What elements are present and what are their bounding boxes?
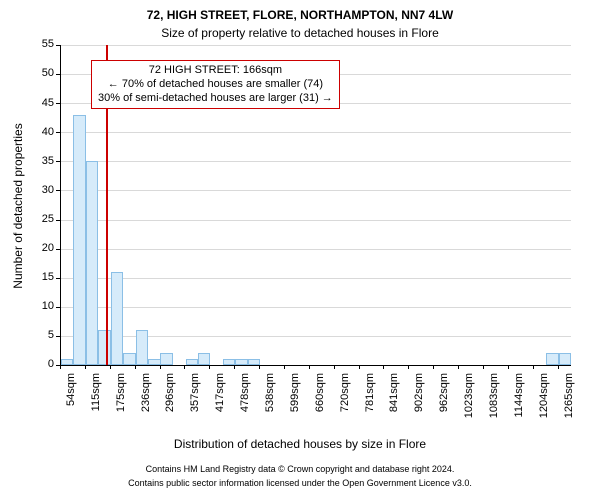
callout-line-2: ← 70% of detached houses are smaller (74… [98, 78, 333, 92]
x-tick-label: 1144sqm [513, 373, 525, 433]
x-tick-mark [234, 365, 235, 369]
page-title: 72, HIGH STREET, FLORE, NORTHAMPTON, NN7… [0, 8, 600, 22]
y-tick-mark [56, 190, 60, 191]
x-tick-label: 720sqm [339, 373, 351, 433]
y-tick-mark [56, 249, 60, 250]
x-tick-label: 660sqm [314, 373, 326, 433]
histogram-bar [123, 353, 135, 365]
x-tick-label: 175sqm [115, 373, 127, 433]
x-tick-mark [508, 365, 509, 369]
gridline [61, 190, 571, 191]
y-tick-label: 45 [24, 97, 54, 109]
x-tick-label: 962sqm [438, 373, 450, 433]
x-tick-mark [284, 365, 285, 369]
x-tick-label: 599sqm [289, 373, 301, 433]
y-tick-label: 15 [24, 271, 54, 283]
histogram-bar [198, 353, 210, 365]
histogram-bar [86, 161, 98, 365]
y-tick-label: 55 [24, 38, 54, 50]
gridline [61, 249, 571, 250]
x-tick-mark [558, 365, 559, 369]
x-axis-title: Distribution of detached houses by size … [0, 437, 600, 451]
x-tick-mark [383, 365, 384, 369]
y-axis-title: Number of detached properties [11, 46, 25, 366]
histogram-bar [98, 330, 110, 365]
x-tick-mark [160, 365, 161, 369]
y-tick-mark [56, 278, 60, 279]
property-callout: 72 HIGH STREET: 166sqm ← 70% of detached… [91, 60, 340, 109]
y-tick-mark [56, 74, 60, 75]
callout-line-3: 30% of semi-detached houses are larger (… [98, 92, 333, 106]
x-tick-mark [135, 365, 136, 369]
x-tick-label: 902sqm [413, 373, 425, 433]
x-tick-label: 1204sqm [538, 373, 550, 433]
histogram-bar [186, 359, 198, 365]
x-tick-label: 1023sqm [463, 373, 475, 433]
gridline [61, 220, 571, 221]
y-tick-label: 30 [24, 184, 54, 196]
x-tick-mark [408, 365, 409, 369]
y-tick-label: 10 [24, 300, 54, 312]
x-tick-mark [533, 365, 534, 369]
x-tick-mark [334, 365, 335, 369]
x-tick-label: 1265sqm [563, 373, 575, 433]
gridline [61, 278, 571, 279]
x-tick-mark [483, 365, 484, 369]
x-tick-mark [259, 365, 260, 369]
x-tick-label: 54sqm [65, 373, 77, 433]
y-tick-mark [56, 161, 60, 162]
y-tick-label: 0 [24, 358, 54, 370]
x-tick-mark [458, 365, 459, 369]
histogram-bar [235, 359, 247, 365]
y-tick-mark [56, 132, 60, 133]
x-tick-mark [110, 365, 111, 369]
x-tick-label: 538sqm [264, 373, 276, 433]
x-tick-label: 357sqm [189, 373, 201, 433]
x-tick-label: 1083sqm [488, 373, 500, 433]
gridline [61, 161, 571, 162]
histogram-bar [111, 272, 123, 365]
x-tick-mark [184, 365, 185, 369]
x-tick-label: 841sqm [388, 373, 400, 433]
gridline [61, 45, 571, 46]
chart-plot-area: 72 HIGH STREET: 166sqm ← 70% of detached… [60, 45, 571, 366]
y-tick-mark [56, 45, 60, 46]
y-tick-mark [56, 336, 60, 337]
y-tick-label: 5 [24, 329, 54, 341]
x-tick-label: 115sqm [90, 373, 102, 433]
gridline [61, 132, 571, 133]
x-tick-mark [359, 365, 360, 369]
x-tick-mark [309, 365, 310, 369]
y-tick-label: 35 [24, 155, 54, 167]
x-tick-label: 417sqm [214, 373, 226, 433]
histogram-bar [73, 115, 85, 365]
y-tick-mark [56, 220, 60, 221]
gridline [61, 307, 571, 308]
y-tick-label: 50 [24, 67, 54, 79]
y-tick-label: 25 [24, 213, 54, 225]
y-tick-mark [56, 307, 60, 308]
y-tick-label: 20 [24, 242, 54, 254]
x-tick-mark [433, 365, 434, 369]
histogram-bar [546, 353, 558, 365]
x-tick-mark [209, 365, 210, 369]
callout-line-1: 72 HIGH STREET: 166sqm [98, 64, 333, 78]
x-tick-mark [60, 365, 61, 369]
footnote-line-2: Contains public sector information licen… [0, 478, 600, 488]
histogram-bar [136, 330, 148, 365]
x-tick-label: 781sqm [364, 373, 376, 433]
x-tick-label: 296sqm [164, 373, 176, 433]
y-tick-label: 40 [24, 126, 54, 138]
histogram-bar [559, 353, 571, 365]
footnote-line-1: Contains HM Land Registry data © Crown c… [0, 464, 600, 474]
x-tick-mark [85, 365, 86, 369]
page-subtitle: Size of property relative to detached ho… [0, 26, 600, 40]
x-tick-label: 236sqm [140, 373, 152, 433]
histogram-bar [61, 359, 73, 365]
x-tick-label: 478sqm [239, 373, 251, 433]
histogram-bar [160, 353, 172, 365]
y-tick-mark [56, 103, 60, 104]
